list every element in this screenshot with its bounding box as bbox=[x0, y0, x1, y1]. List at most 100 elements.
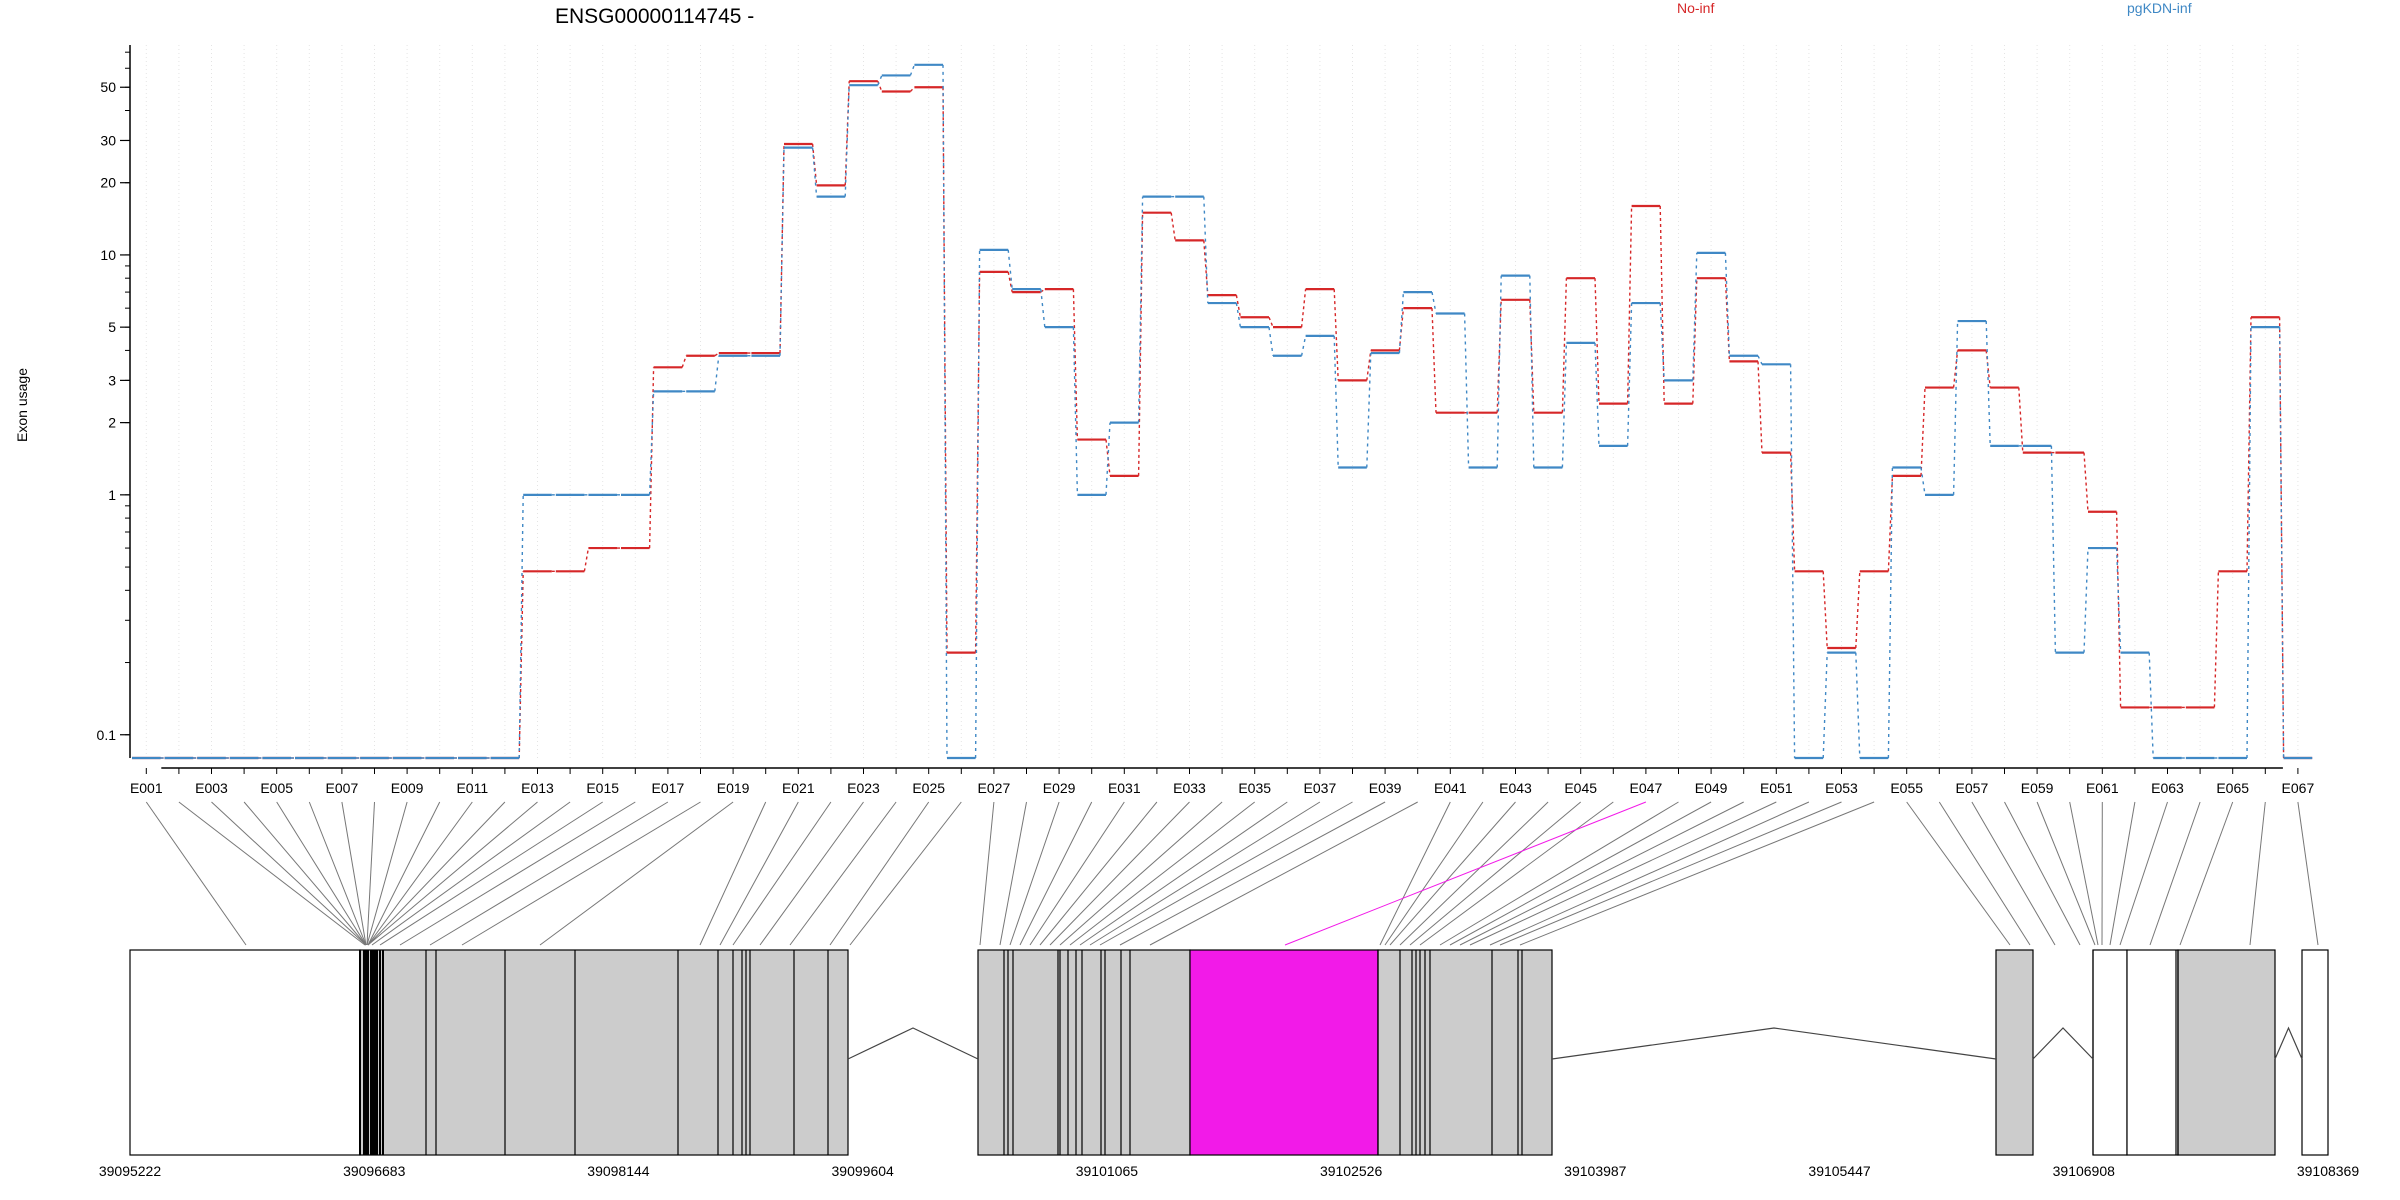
series-connector bbox=[2278, 327, 2285, 759]
exon-connector bbox=[1449, 801, 1712, 946]
exon-connector bbox=[2297, 801, 2319, 946]
x-tick-label: E063 bbox=[2151, 780, 2184, 796]
series-connector bbox=[1268, 316, 1274, 328]
series-connector bbox=[1692, 278, 1698, 404]
x-tick-label: E013 bbox=[521, 780, 554, 796]
series-connector bbox=[1789, 364, 1796, 759]
series-connector bbox=[974, 249, 981, 759]
exon-connector bbox=[1379, 801, 1451, 946]
exon-connector bbox=[1099, 801, 1353, 946]
exon-connector bbox=[371, 801, 571, 946]
y-tick-label: 0.1 bbox=[97, 727, 117, 743]
exon-connector bbox=[2036, 801, 2096, 946]
series-connector bbox=[1920, 467, 1926, 495]
x-tick-label: E057 bbox=[1956, 780, 1989, 796]
x-tick-label: E045 bbox=[1564, 780, 1597, 796]
series-connector bbox=[2018, 387, 2024, 453]
series-connector bbox=[1626, 205, 1633, 404]
exon-block bbox=[1377, 949, 1553, 1156]
x-tick-label: E043 bbox=[1499, 780, 1532, 796]
series-connector bbox=[1952, 321, 1959, 495]
series-connector bbox=[942, 64, 948, 759]
exon-connector bbox=[2149, 801, 2201, 946]
exon-connector bbox=[1059, 801, 1223, 946]
series-connector bbox=[1724, 278, 1731, 362]
series-connector bbox=[1137, 212, 1144, 476]
series-connector bbox=[681, 355, 687, 368]
series-connector bbox=[1007, 249, 1013, 290]
series-connector bbox=[1170, 212, 1176, 241]
exon-connector bbox=[1971, 801, 2056, 946]
x-tick-label: E039 bbox=[1369, 780, 1402, 796]
x-tick-label: E049 bbox=[1695, 780, 1728, 796]
exon-block bbox=[129, 949, 361, 1156]
series-connector bbox=[714, 355, 720, 392]
exon-connector bbox=[849, 801, 962, 946]
coordinate-label: 39101065 bbox=[1076, 1163, 1139, 1179]
series-connector bbox=[811, 147, 818, 197]
exon-connector bbox=[1049, 801, 1190, 946]
series-connector bbox=[811, 143, 818, 186]
exon-connector bbox=[1019, 801, 1093, 946]
chart-title: ENSG00000114745 - bbox=[555, 5, 754, 28]
series-connector bbox=[2050, 445, 2057, 653]
series-connector bbox=[1137, 196, 1144, 423]
exon-connector bbox=[243, 801, 367, 946]
series-connector bbox=[909, 64, 916, 76]
exon-block bbox=[2177, 949, 2276, 1156]
exon-connector bbox=[1459, 801, 1744, 946]
x-tick-label: E037 bbox=[1304, 780, 1337, 796]
exon-block bbox=[2126, 949, 2179, 1156]
exon-connector bbox=[341, 801, 367, 946]
exon-connector bbox=[1419, 801, 1614, 946]
x-tick-label: E007 bbox=[326, 780, 359, 796]
x-tick-label: E061 bbox=[2086, 780, 2119, 796]
x-tick-label: E067 bbox=[2282, 780, 2315, 796]
exon-connector bbox=[1149, 801, 1418, 946]
coordinate-label: 39103987 bbox=[1564, 1163, 1627, 1179]
intron-line bbox=[847, 1027, 979, 1060]
series-connector bbox=[1822, 652, 1828, 759]
series-connector bbox=[1496, 299, 1502, 413]
genomic-coordinate-axis: 39095222 39096683 39098144 39099604 39101065… bbox=[99, 1163, 2360, 1179]
exon-connector bbox=[2004, 801, 2081, 946]
series-connector bbox=[1366, 353, 1372, 468]
y-tick-label: 50 bbox=[100, 79, 116, 95]
series-connector bbox=[1985, 350, 1991, 388]
exon-connector bbox=[979, 801, 995, 946]
exon-connector bbox=[1409, 801, 1582, 946]
series-connector bbox=[2246, 327, 2252, 759]
series-connector bbox=[2115, 511, 2122, 708]
y-tick-label: 5 bbox=[108, 319, 116, 335]
series-connector bbox=[909, 86, 915, 92]
exon-connector bbox=[1119, 801, 1386, 946]
exon-connector bbox=[1089, 801, 1321, 946]
x-tick-label: E025 bbox=[912, 780, 945, 796]
series-no-inf bbox=[132, 80, 2313, 760]
series-connector bbox=[1659, 205, 1665, 404]
exon-connector bbox=[1384, 801, 1484, 946]
exon-block bbox=[2092, 949, 2128, 1156]
exon-connector bbox=[2069, 801, 2099, 946]
series-connector bbox=[942, 87, 948, 653]
exon-connector bbox=[1009, 801, 1060, 946]
series-connector bbox=[1300, 289, 1307, 328]
exon-connector bbox=[1069, 801, 1256, 946]
exon-connector bbox=[829, 801, 930, 946]
series-connector bbox=[1105, 422, 1111, 495]
exon-connector-lines bbox=[145, 801, 2319, 946]
x-tick-label: E001 bbox=[130, 780, 163, 796]
x-tick-label: E027 bbox=[978, 780, 1011, 796]
x-tick-label: E031 bbox=[1108, 780, 1141, 796]
exon-connector bbox=[732, 801, 832, 946]
y-tick-label: 3 bbox=[108, 372, 116, 388]
series-connector bbox=[1007, 271, 1013, 293]
y-axis-label: Exon usage bbox=[14, 368, 30, 442]
exon-connector bbox=[539, 801, 734, 946]
exon-connector bbox=[699, 801, 767, 946]
y-tick-label: 20 bbox=[100, 175, 116, 191]
series-connector bbox=[2246, 317, 2252, 572]
series-connector bbox=[844, 85, 850, 197]
series-connector bbox=[714, 352, 720, 357]
